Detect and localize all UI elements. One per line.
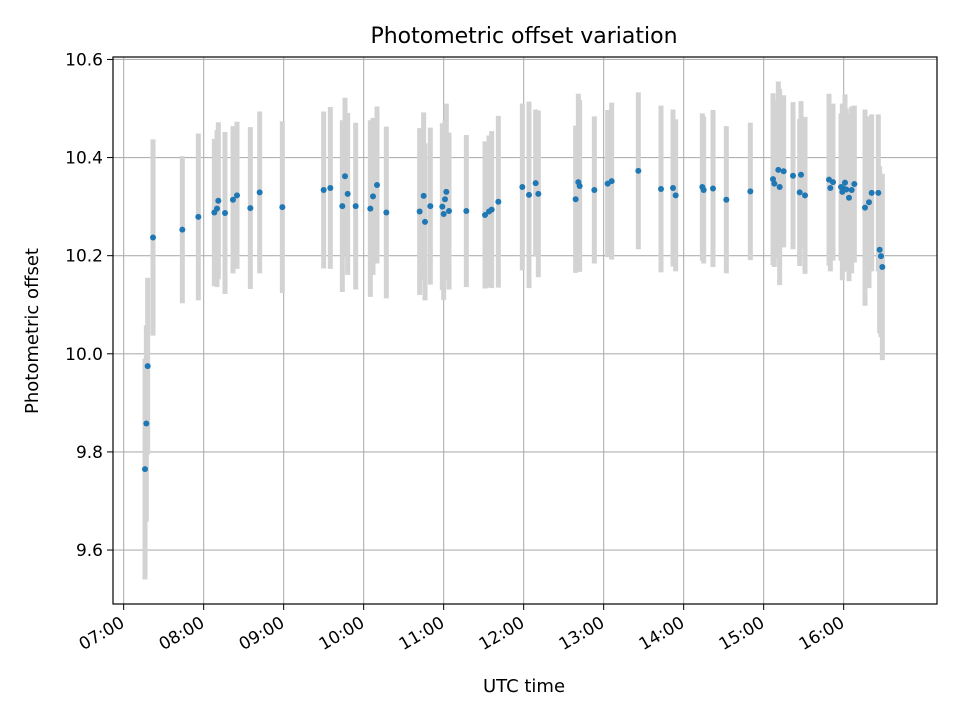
data-point	[144, 363, 151, 370]
data-point	[771, 180, 778, 187]
data-point	[827, 184, 834, 191]
data-point	[150, 234, 156, 241]
data-point	[700, 186, 707, 193]
chart-title: Photometric offset variation	[370, 24, 677, 49]
data-point	[796, 189, 803, 196]
data-point	[370, 193, 376, 200]
data-point	[142, 466, 148, 473]
data-point	[635, 167, 642, 174]
data-point	[747, 188, 754, 195]
data-point	[879, 263, 886, 270]
data-point	[374, 182, 380, 189]
x-axis-label: UTC time	[483, 676, 565, 697]
y-tick-label: 10.4	[65, 149, 103, 169]
data-point	[535, 190, 542, 197]
data-point	[440, 210, 447, 217]
data-point	[846, 194, 852, 201]
data-point	[416, 208, 423, 215]
y-tick-label: 9.8	[76, 443, 103, 463]
data-point	[876, 246, 883, 253]
data-point	[427, 203, 434, 210]
data-point	[179, 226, 186, 233]
data-point	[495, 198, 502, 205]
data-point	[215, 197, 222, 204]
data-point	[526, 191, 532, 198]
data-point	[339, 203, 346, 210]
data-point	[327, 184, 334, 191]
data-point	[723, 196, 730, 203]
data-point	[802, 192, 808, 199]
data-point	[862, 204, 868, 211]
y-tick-label: 10.2	[65, 247, 103, 267]
data-point	[367, 205, 374, 212]
data-point	[532, 180, 539, 187]
data-point	[576, 183, 583, 190]
data-point	[519, 184, 526, 191]
data-point	[488, 206, 495, 213]
data-point	[851, 181, 858, 188]
data-point	[572, 196, 579, 203]
data-point	[230, 196, 236, 203]
data-point	[866, 199, 872, 206]
data-point	[482, 211, 488, 218]
data-point	[843, 186, 850, 193]
data-point	[247, 205, 254, 212]
data-point	[222, 210, 228, 217]
data-point	[214, 205, 220, 212]
data-point	[256, 189, 263, 196]
data-point	[842, 179, 848, 186]
data-point	[383, 209, 390, 216]
y-tick-label: 9.6	[76, 541, 103, 561]
data-point	[658, 185, 664, 192]
data-point	[670, 184, 676, 191]
data-point	[342, 173, 348, 180]
data-point	[776, 184, 783, 191]
data-point	[420, 192, 427, 199]
y-tick-label: 10.6	[65, 50, 103, 70]
y-axis-ticks: 9.6 9.8 10.0 10.2 10.4 10.6	[65, 50, 113, 561]
data-point	[143, 420, 150, 427]
data-point	[352, 203, 359, 210]
data-point	[443, 188, 450, 195]
data-point	[442, 196, 448, 203]
data-point	[422, 218, 428, 225]
data-point	[672, 192, 679, 199]
data-point	[875, 189, 882, 196]
data-point	[279, 204, 286, 211]
data-point	[463, 208, 470, 215]
data-point	[878, 253, 884, 260]
data-point	[195, 213, 202, 220]
data-point	[790, 172, 796, 179]
data-point	[830, 179, 836, 186]
y-axis-label: Photometric offset	[22, 248, 43, 414]
data-point	[608, 178, 615, 185]
data-point	[775, 166, 782, 173]
y-tick-label: 10.0	[65, 345, 103, 365]
data-point	[439, 203, 446, 210]
data-point	[868, 189, 875, 196]
data-point	[234, 192, 240, 199]
data-point	[320, 186, 327, 193]
data-point	[710, 185, 716, 192]
data-points	[142, 166, 886, 473]
data-point	[848, 186, 855, 193]
plot-frame	[112, 56, 938, 605]
data-point	[591, 186, 598, 193]
data-point	[344, 190, 351, 197]
data-point	[798, 171, 804, 178]
data-point	[446, 208, 452, 215]
data-point	[780, 168, 787, 175]
